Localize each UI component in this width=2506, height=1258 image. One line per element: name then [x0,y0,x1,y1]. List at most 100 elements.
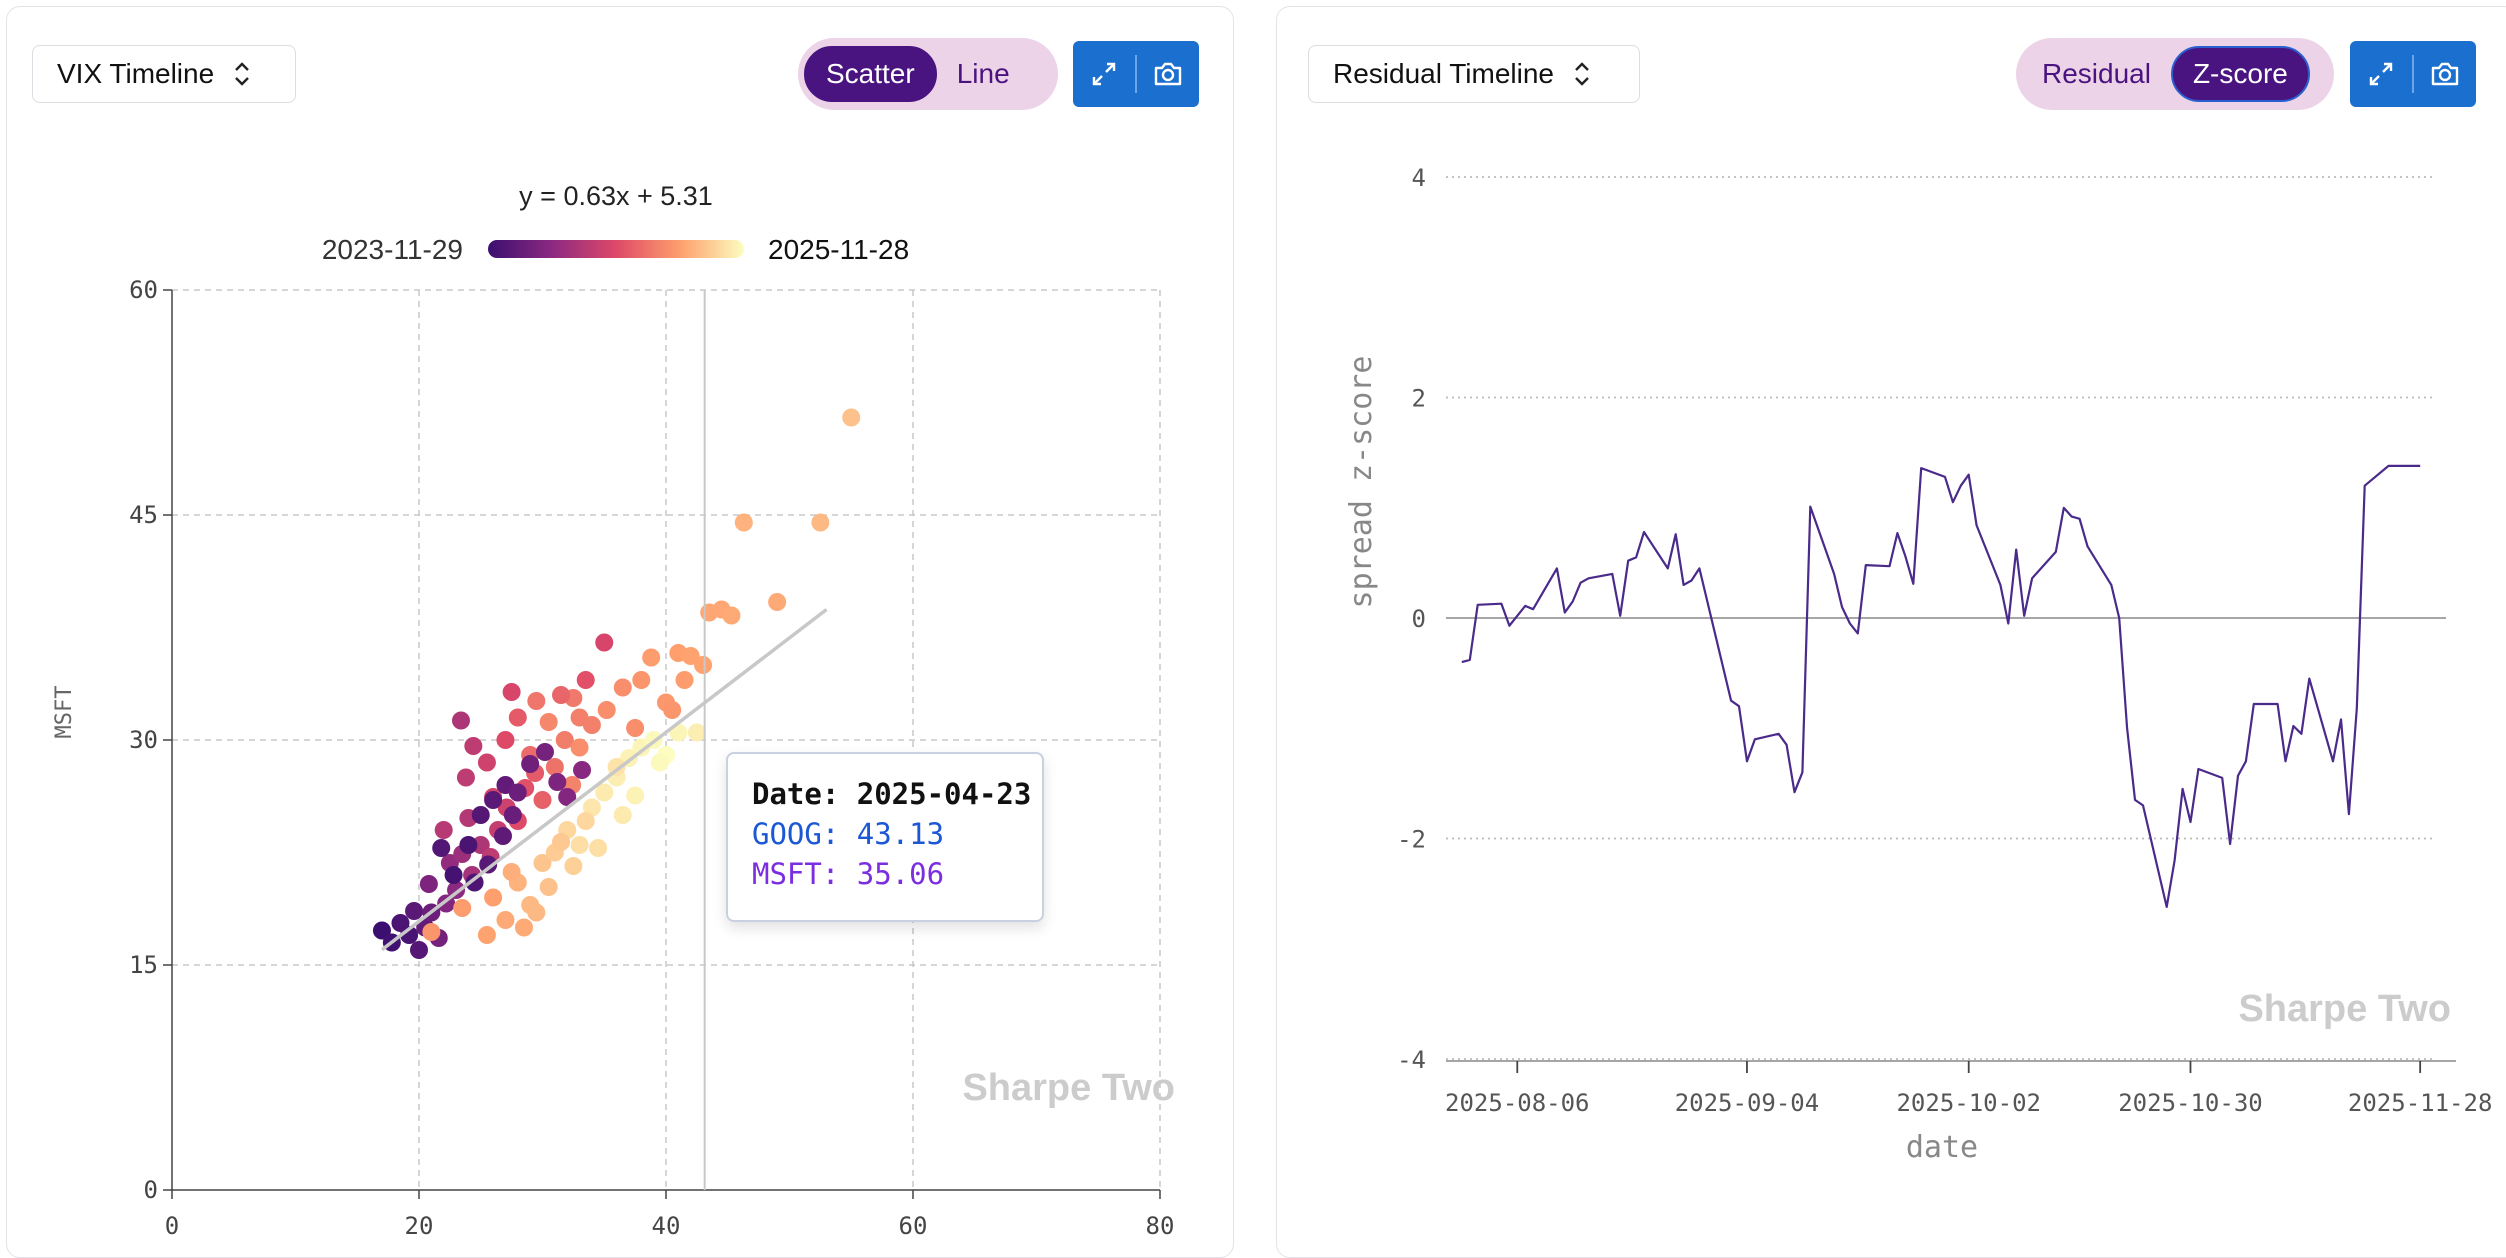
scatter-point [811,513,830,532]
scatter-point [514,918,533,937]
y-tick-label: -4 [1397,1046,1426,1074]
scatter-point [632,671,651,689]
scatter-point [663,701,682,719]
y-tick-label: 45 [129,501,158,529]
scatter-point [694,656,713,674]
x-tick-label: 80 [1146,1212,1175,1240]
x-tick-label: 2025-09-04 [1675,1089,1820,1117]
scatter-point [570,738,589,757]
y-tick-label: 0 [144,1176,158,1204]
scatter-point [465,873,484,892]
expand-button[interactable] [2350,41,2412,107]
scatter-point [527,903,546,922]
scatter-point [444,866,463,884]
timeline-select-label: VIX Timeline [57,58,215,89]
scatter-point [558,788,577,806]
scatter-point [589,839,608,857]
scatter-point [453,899,472,917]
scatter-point [573,761,592,779]
scatter-point [471,806,490,824]
scatter-point [464,737,483,755]
zscore-line-chart: spread z-score date -4 -2 0 2 4 2025-08-06 202… [1344,164,2492,1165]
chevron-updown-icon [1575,62,1589,86]
scatter-point [650,753,669,772]
scatter-option[interactable]: Scatter [804,46,937,102]
scatter-point [432,839,451,857]
y-tick-label: -2 [1397,826,1426,854]
scatter-point [459,836,478,854]
scatter-point [539,878,558,896]
camera-icon [2431,62,2459,86]
scatter-panel [6,6,1234,1258]
line-option[interactable]: Line [956,58,1010,89]
scatter-point [570,708,589,727]
scatter-point [434,821,453,839]
scatter-point [533,791,552,809]
scatter-point [582,798,601,817]
x-axis-label: date [1906,1130,1978,1165]
scatter-point [768,593,787,611]
scatter-point [372,921,391,940]
divider [1135,55,1137,93]
y-tick-label: 0 [1412,605,1426,633]
scatter-point [477,753,496,772]
residual-option[interactable]: Residual [2042,58,2151,89]
scatter-point [626,719,645,737]
x-tick-label: 40 [652,1212,681,1240]
regression-line [380,608,828,952]
scatter-point [613,806,632,824]
x-tick-label: 60 [899,1212,928,1240]
scatter-point [508,708,527,727]
scatter-point [597,701,616,719]
scatter-point [419,875,438,893]
colorbar-end-label: 2025-11-28 [768,234,909,265]
y-tick-label: 30 [129,726,158,754]
residual-mode-toggle: Residual Z-score [2016,38,2334,110]
scatter-point [545,758,564,776]
x-tick-label: 2025-08-06 [1445,1089,1590,1117]
scatter-point [595,783,614,802]
residual-timeline-select[interactable]: Residual Timeline [1308,45,1640,103]
zscore-option[interactable]: Z-score [2170,46,2310,102]
scatter-point [456,768,475,787]
expand-icon [2369,62,2393,86]
colorbar-start-label: 2023-11-29 [322,234,463,265]
scatter-point [613,678,632,697]
scatter-point [502,863,521,881]
x-tick-label: 2025-10-30 [2118,1089,2263,1117]
scatter-point [734,513,753,532]
scatter-point [642,648,661,667]
hover-tooltip: Date: 2025-04-23 GOOG: 43.13 MSFT: 35.06 [726,752,1044,922]
scatter-point [508,783,527,802]
scatter-point [496,911,515,929]
scatter-point [552,833,571,851]
watermark: Sharpe Two [962,1067,1175,1109]
scatter-point [722,606,741,625]
y-tick-label: 60 [129,276,158,304]
snapshot-button[interactable] [1137,41,1199,107]
scatter-point [675,671,694,689]
scatter-point [548,773,567,791]
scatter-point [471,836,490,854]
chart-type-toggle: Scatter Line [798,38,1058,110]
regression-equation: y = 0.63x + 5.31 [519,181,713,211]
scatter-point [479,855,498,874]
residual-select-label: Residual Timeline [1333,58,1554,89]
tooltip-date: Date: 2025-04-23 [752,777,1032,811]
tooltip-msft: MSFT: 35.06 [752,857,945,891]
scatter-point [422,923,441,941]
expand-button[interactable] [1073,41,1135,107]
y-axis-label: MSFT [52,686,77,739]
scatter-point [681,647,700,665]
zscore-series-line [1461,464,2421,909]
scatter-point [496,731,515,749]
residual-panel [1276,6,2506,1258]
scatter-point [493,827,512,845]
scatter-point [570,836,589,854]
x-tick-label: 0 [165,1212,179,1240]
scatter-point [533,854,552,872]
scatter-point [564,857,583,875]
colorbar [488,240,744,258]
snapshot-button[interactable] [2414,41,2476,107]
timeline-select[interactable]: VIX Timeline [32,45,296,103]
